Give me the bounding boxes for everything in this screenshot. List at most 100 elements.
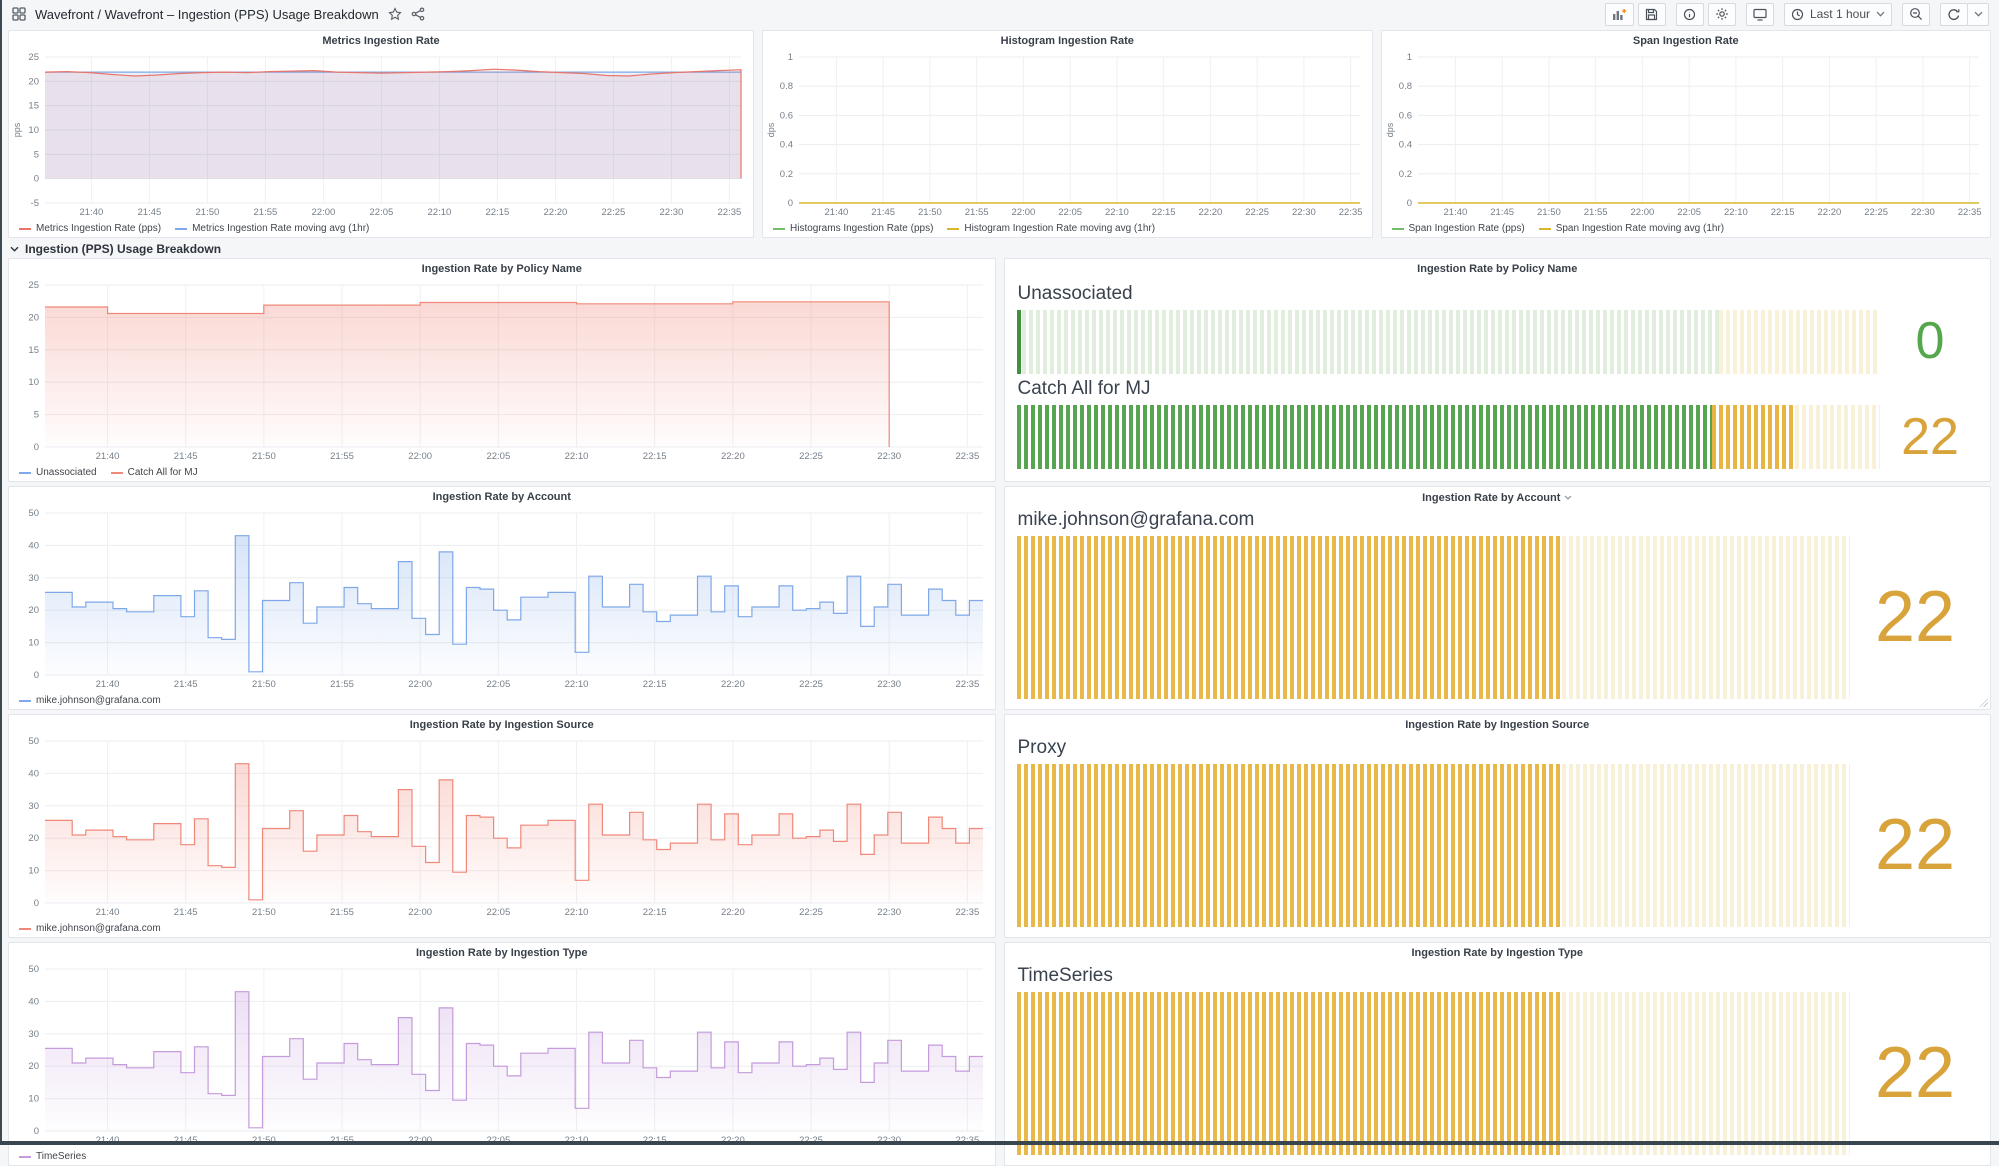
svg-text:-5: -5 xyxy=(31,198,39,209)
save-dashboard-button[interactable] xyxy=(1637,2,1666,26)
panel-title[interactable]: Metrics Ingestion Rate xyxy=(322,35,440,47)
dashboard-breadcrumb[interactable]: Wavefront / Wavefront – Ingestion (PPS) … xyxy=(35,6,379,22)
ingestion-rate-by-ingestion-source-chart[interactable]: 0 10 20 30 40 50 21:40 21:45 21:50 21:55 22:00 22:0… xyxy=(11,735,993,919)
legend-item[interactable]: Metrics Ingestion Rate (pps) xyxy=(19,223,161,234)
span-ingestion-rate-chart[interactable]: 0 0.2 0.4 0.6 0.8 1 21:40 21:45 21:50 21:55 22:00 2… xyxy=(1384,51,1989,219)
panel-title[interactable]: Ingestion Rate by Account xyxy=(432,491,571,503)
panel-title[interactable]: Ingestion Rate by Account xyxy=(1005,487,1991,507)
svg-text:21:40: 21:40 xyxy=(96,907,120,918)
bar-gauge-row: Catch All for MJ 22 xyxy=(1016,376,1981,472)
panel-title[interactable]: Ingestion Rate by Ingestion Type xyxy=(415,947,588,959)
dashboard-navbar: Wavefront / Wavefront – Ingestion (PPS) … xyxy=(2,0,1999,28)
ingestion-rate-by-policy-name-chart[interactable]: 0 5 10 15 20 25 21:40 21:45 21:50 21:55 22:00 22:05… xyxy=(11,279,993,463)
panel-ingestion-rate-by-ingestion-source-gauge: Ingestion Rate by Ingestion Source Proxy… xyxy=(1003,714,1991,938)
refresh-interval-dropdown[interactable] xyxy=(1967,2,1989,26)
svg-text:25: 25 xyxy=(28,280,39,291)
panel-resize-handle[interactable] xyxy=(1979,698,1988,707)
svg-text:22:15: 22:15 xyxy=(643,451,667,462)
legend-item[interactable]: Histograms Ingestion Rate (pps) xyxy=(773,223,933,234)
legend-item[interactable]: Span Ingestion Rate (pps) xyxy=(1391,223,1525,234)
dashboards-grid-icon[interactable] xyxy=(12,7,26,21)
bar-gauge-zone xyxy=(1562,764,1850,927)
legend-color-dash xyxy=(175,227,188,230)
chart-legend: Unassociated Catch All for MJ xyxy=(19,467,198,478)
svg-text:22:30: 22:30 xyxy=(1292,207,1316,218)
bar-gauge-zone xyxy=(1562,992,1850,1155)
legend-color-dash xyxy=(947,227,960,230)
chart-legend: mike.johnson@grafana.com xyxy=(19,923,161,934)
dashboard-insights-button[interactable] xyxy=(1675,2,1704,26)
svg-text:22:05: 22:05 xyxy=(1677,207,1701,218)
svg-text:22:20: 22:20 xyxy=(1817,207,1841,218)
dashboard-settings-button[interactable] xyxy=(1707,2,1736,26)
svg-text:22:30: 22:30 xyxy=(877,907,901,918)
svg-text:22:05: 22:05 xyxy=(486,451,510,462)
panel-ingestion-rate-by-account-chart: Ingestion Rate by Account 0 10 20 30 40 50 21:… xyxy=(8,486,996,710)
legend-label: Metrics Ingestion Rate moving avg (1hr) xyxy=(192,223,370,234)
panel-title[interactable]: Span Ingestion Rate xyxy=(1632,35,1739,47)
refresh-dashboard-button[interactable] xyxy=(1940,2,1968,26)
chart-legend: TimeSeries xyxy=(19,1151,86,1162)
ingestion-rate-by-account-chart[interactable]: 0 10 20 30 40 50 21:40 21:45 21:50 21:55 22:00 22:0… xyxy=(11,507,993,691)
svg-text:10: 10 xyxy=(28,638,39,649)
svg-text:1: 1 xyxy=(788,52,793,63)
bar-gauge-zone xyxy=(1719,309,1880,374)
legend-item[interactable]: Catch All for MJ xyxy=(110,467,198,478)
panel-menu-chevron-icon[interactable] xyxy=(1564,487,1572,507)
legend-item[interactable]: TimeSeries xyxy=(19,1151,86,1162)
cycle-view-mode-button[interactable] xyxy=(1745,2,1774,26)
star-icon[interactable] xyxy=(387,7,402,21)
legend-item[interactable]: Histogram Ingestion Rate moving avg (1hr… xyxy=(947,223,1155,234)
bar-gauge-row-label: TimeSeries xyxy=(1017,965,1113,986)
svg-text:22:35: 22:35 xyxy=(718,207,742,218)
bar-gauge-row-label: Catch All for MJ xyxy=(1017,378,1151,400)
svg-text:21:50: 21:50 xyxy=(252,679,276,690)
panel-title[interactable]: Ingestion Rate by Ingestion Type xyxy=(1411,947,1584,959)
svg-text:20: 20 xyxy=(28,1061,39,1072)
svg-text:22:35: 22:35 xyxy=(955,451,979,462)
svg-text:10: 10 xyxy=(28,377,39,388)
svg-text:40: 40 xyxy=(28,768,39,779)
panel-title[interactable]: Ingestion Rate by Policy Name xyxy=(421,263,582,275)
zoom-out-time-range-button[interactable] xyxy=(1902,2,1930,26)
svg-text:0: 0 xyxy=(34,670,39,681)
svg-text:0: 0 xyxy=(1406,198,1411,209)
svg-text:22:00: 22:00 xyxy=(408,679,432,690)
svg-text:22:30: 22:30 xyxy=(877,451,901,462)
chevron-down-icon xyxy=(1876,11,1885,17)
panel-title[interactable]: Ingestion Rate by Policy Name xyxy=(1417,263,1578,275)
svg-text:22:20: 22:20 xyxy=(544,207,568,218)
legend-item[interactable]: Metrics Ingestion Rate moving avg (1hr) xyxy=(175,223,369,234)
panel-title[interactable]: Ingestion Rate by Ingestion Source xyxy=(409,719,594,731)
legend-item[interactable]: Span Ingestion Rate moving avg (1hr) xyxy=(1538,223,1724,234)
svg-text:21:50: 21:50 xyxy=(252,451,276,462)
legend-item[interactable]: mike.johnson@grafana.com xyxy=(19,695,161,706)
histogram-ingestion-rate-chart[interactable]: 0 0.2 0.4 0.6 0.8 1 21:40 21:45 21:50 21:55 22:00 2… xyxy=(765,51,1370,219)
svg-text:0: 0 xyxy=(34,174,39,185)
legend-label: mike.johnson@grafana.com xyxy=(36,695,161,706)
legend-label: Histogram Ingestion Rate moving avg (1hr… xyxy=(964,223,1156,234)
bar-gauge-zone xyxy=(1795,405,1880,470)
legend-item[interactable]: mike.johnson@grafana.com xyxy=(19,923,161,934)
panel-row-policy: Ingestion Rate by Policy Name 0 5 10 15 20 25… xyxy=(8,258,1991,482)
legend-item[interactable]: Unassociated xyxy=(19,467,97,478)
metrics-ingestion-rate-chart[interactable]: -5 0 5 10 15 20 25 21:40 21:45 21:50 21:55 22:00 22:… xyxy=(11,51,751,219)
svg-text:22:00: 22:00 xyxy=(1630,207,1654,218)
svg-text:22:35: 22:35 xyxy=(955,907,979,918)
svg-text:30: 30 xyxy=(28,1029,39,1040)
ingestion-rate-by-ingestion-type-chart[interactable]: 0 10 20 30 40 50 21:40 21:45 21:50 21:55 22:00 22:0… xyxy=(11,963,993,1147)
svg-text:22:10: 22:10 xyxy=(565,1135,589,1146)
panel-title[interactable]: Histogram Ingestion Rate xyxy=(1000,35,1134,47)
row-header-ingestion-pps-usage-breakdown[interactable]: Ingestion (PPS) Usage Breakdown xyxy=(10,240,221,257)
add-panel-button[interactable] xyxy=(1604,2,1634,26)
window-left-edge xyxy=(0,0,2,1145)
share-icon[interactable] xyxy=(411,7,425,21)
svg-text:0: 0 xyxy=(34,1126,39,1137)
panel-row-type: Ingestion Rate by Ingestion Type 0 10 20 30… xyxy=(8,942,1991,1166)
panel-ingestion-rate-by-ingestion-type-chart: Ingestion Rate by Ingestion Type 0 10 20 30… xyxy=(8,942,996,1166)
svg-text:21:55: 21:55 xyxy=(1583,207,1607,218)
bar-gauge-zone xyxy=(1562,536,1850,699)
panel-title[interactable]: Ingestion Rate by Ingestion Source xyxy=(1405,719,1590,731)
bar-gauge-zone xyxy=(1016,536,1563,699)
time-range-picker[interactable]: Last 1 hour xyxy=(1783,2,1892,26)
